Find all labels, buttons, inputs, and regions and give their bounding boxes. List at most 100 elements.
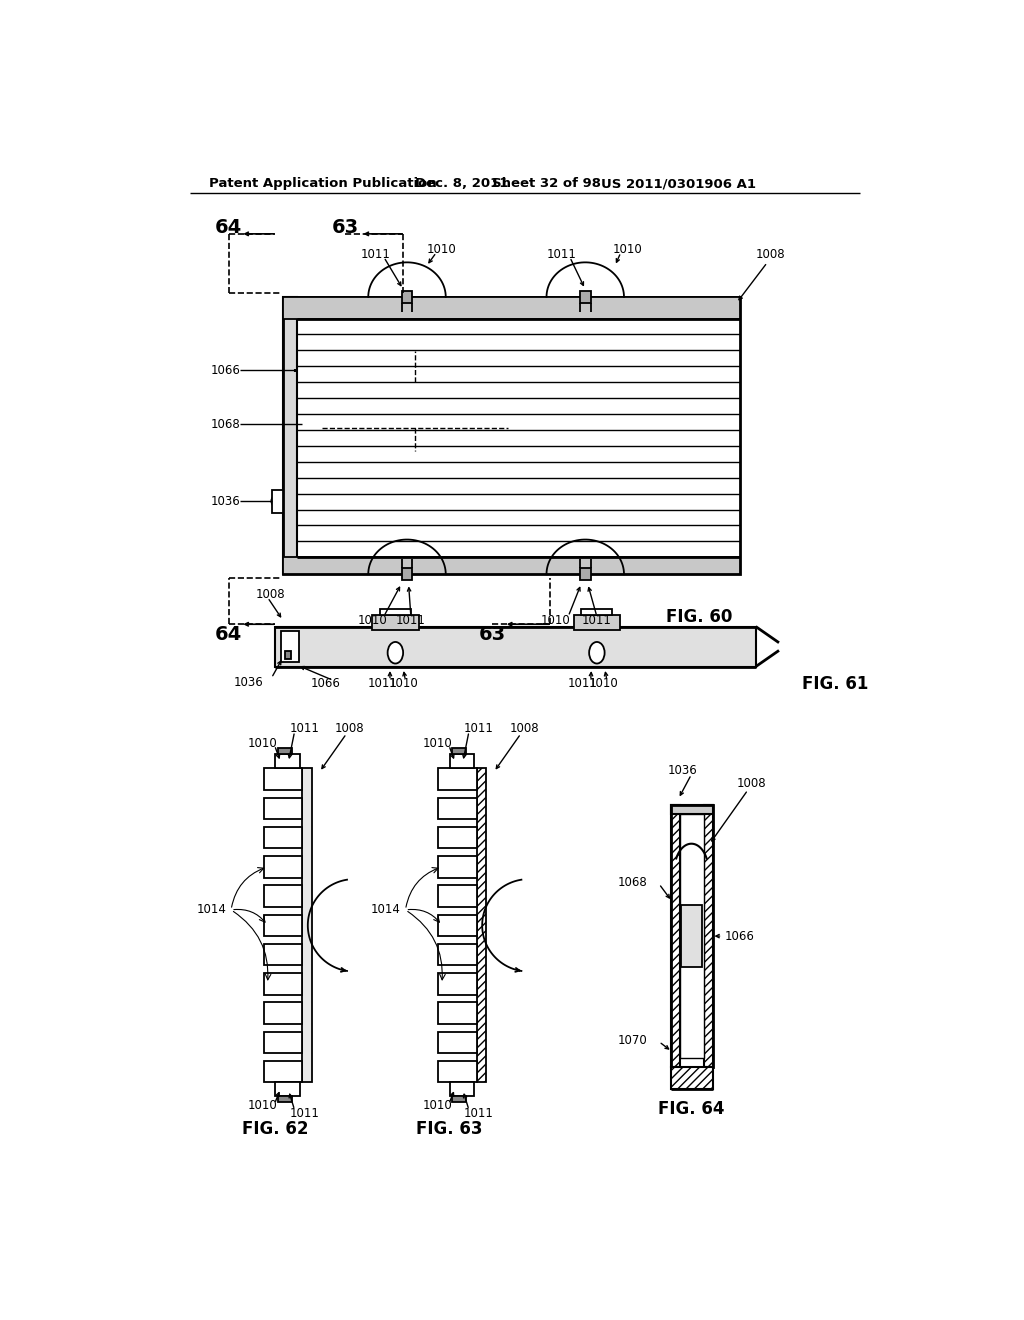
Text: 1036: 1036 [211, 495, 241, 508]
Text: 1011: 1011 [547, 248, 577, 261]
Text: 1036: 1036 [233, 676, 263, 689]
Text: 1011: 1011 [464, 722, 494, 735]
Bar [477, 768, 486, 1082]
Bar [450, 1082, 474, 1096]
Bar [263, 1002, 302, 1024]
Bar [671, 1067, 713, 1089]
Bar [438, 1002, 477, 1024]
Text: 1014: 1014 [371, 903, 400, 916]
Ellipse shape [388, 642, 403, 664]
Text: 1066: 1066 [211, 363, 241, 376]
Bar [283, 297, 297, 574]
Bar [263, 886, 302, 907]
Bar [278, 1096, 292, 1102]
Bar [438, 768, 477, 789]
Bar [438, 857, 477, 878]
Bar [263, 826, 302, 849]
Text: 1008: 1008 [335, 722, 365, 735]
Text: 1010: 1010 [588, 677, 617, 690]
Text: 1010: 1010 [357, 614, 387, 627]
Bar [438, 826, 477, 849]
Bar [438, 944, 477, 965]
Text: 64: 64 [215, 624, 243, 644]
Text: 1008: 1008 [509, 722, 539, 735]
Bar [263, 768, 302, 789]
Bar [438, 915, 477, 936]
Bar [263, 797, 302, 818]
Bar [438, 1061, 477, 1082]
Text: 63: 63 [478, 624, 506, 644]
Bar [275, 755, 300, 768]
Bar [263, 973, 302, 995]
Text: 1010: 1010 [612, 243, 642, 256]
Text: FIG. 64: FIG. 64 [658, 1101, 725, 1118]
Text: 1010: 1010 [423, 737, 453, 750]
Bar [438, 886, 477, 907]
Bar [438, 973, 477, 995]
Bar [283, 297, 740, 574]
Text: 1070: 1070 [617, 1034, 647, 1047]
Bar [275, 1082, 300, 1096]
Text: US 2011/0301906 A1: US 2011/0301906 A1 [601, 177, 756, 190]
Bar [580, 568, 591, 581]
Bar [580, 290, 591, 304]
Bar [263, 915, 302, 936]
Text: FIG. 63: FIG. 63 [417, 1119, 483, 1138]
Bar [401, 568, 413, 581]
Text: 1010: 1010 [541, 614, 570, 627]
Ellipse shape [589, 642, 604, 664]
Text: 1011: 1011 [360, 248, 390, 261]
Text: 63: 63 [332, 218, 358, 238]
Bar [680, 814, 703, 1057]
Bar [452, 748, 466, 755]
Text: 1008: 1008 [756, 248, 785, 261]
Bar [380, 609, 411, 615]
Bar [401, 290, 413, 304]
Bar [703, 805, 713, 1067]
Bar [283, 297, 740, 318]
Bar [272, 490, 283, 512]
Bar [278, 748, 292, 755]
Text: 1068: 1068 [211, 417, 241, 430]
Text: 1066: 1066 [310, 677, 341, 690]
Bar [283, 557, 740, 574]
Bar [285, 651, 291, 659]
Bar [275, 627, 756, 667]
Text: 1014: 1014 [197, 903, 226, 916]
Bar [671, 805, 713, 814]
Text: 1036: 1036 [668, 764, 697, 777]
Text: 1011: 1011 [464, 1106, 494, 1119]
Text: 64: 64 [215, 218, 243, 238]
Text: 1066: 1066 [725, 929, 755, 942]
Bar [282, 631, 299, 663]
Bar [573, 615, 621, 631]
Bar [263, 1032, 302, 1053]
Bar [450, 755, 474, 768]
Bar [452, 1096, 466, 1102]
Text: 1011: 1011 [396, 614, 426, 627]
Bar [302, 768, 311, 1082]
Bar [582, 609, 612, 615]
Text: 1008: 1008 [256, 587, 286, 601]
Bar [671, 805, 680, 1067]
Text: FIG. 60: FIG. 60 [667, 607, 732, 626]
Text: 1010: 1010 [248, 737, 278, 750]
Text: 1010: 1010 [426, 243, 456, 256]
Text: 1011: 1011 [368, 677, 397, 690]
Bar [681, 906, 702, 966]
Bar [263, 944, 302, 965]
Bar [263, 1061, 302, 1082]
Text: Patent Application Publication: Patent Application Publication [209, 177, 437, 190]
Text: 1068: 1068 [617, 875, 647, 888]
Text: 1010: 1010 [423, 1100, 453, 1111]
Text: FIG. 62: FIG. 62 [242, 1119, 308, 1138]
Bar [438, 797, 477, 818]
Text: FIG. 61: FIG. 61 [802, 675, 868, 693]
Bar [671, 805, 713, 1067]
Text: Sheet 32 of 98: Sheet 32 of 98 [493, 177, 601, 190]
Text: 1011: 1011 [582, 614, 611, 627]
Text: 1008: 1008 [736, 777, 766, 791]
Bar [438, 1032, 477, 1053]
Bar [263, 857, 302, 878]
Text: 1011: 1011 [568, 677, 598, 690]
